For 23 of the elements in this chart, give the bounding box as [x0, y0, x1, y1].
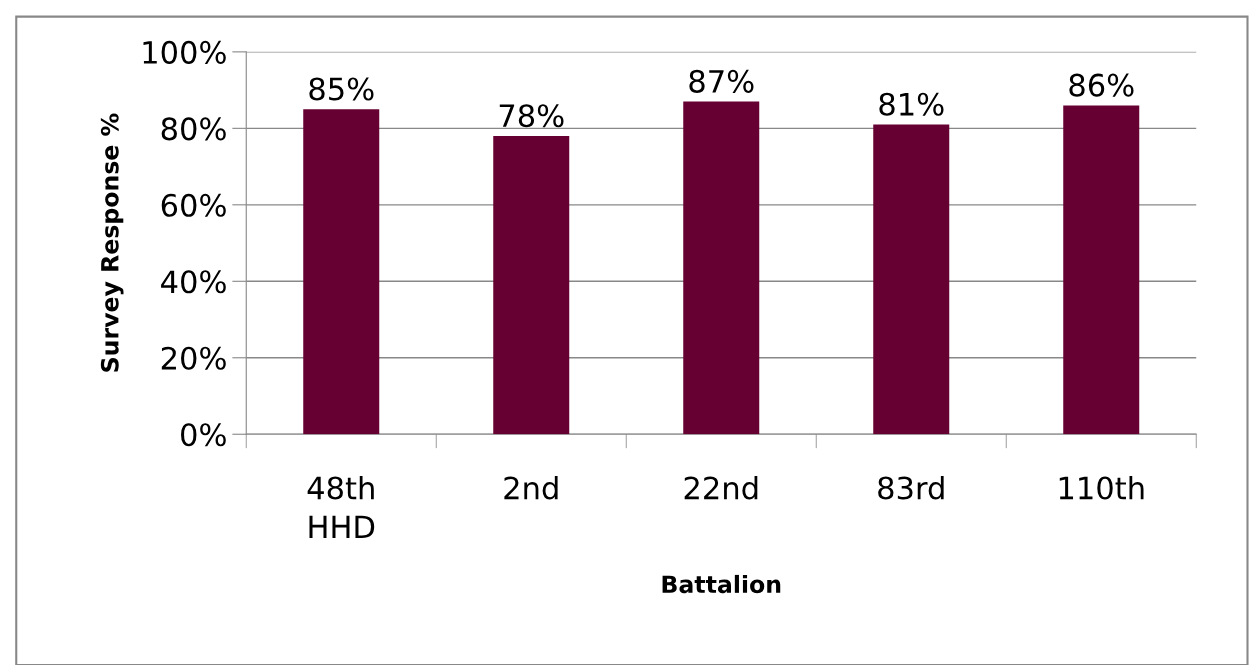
bar [1063, 105, 1140, 435]
y-axis-title: Survey Response % [100, 113, 124, 372]
x-axis-title: Battalion [662, 574, 781, 594]
bar [683, 101, 760, 435]
data-label: 87% [689, 69, 754, 93]
y-tick-label: 80% [161, 117, 226, 141]
bar [873, 124, 950, 435]
data-label: 86% [1069, 73, 1134, 97]
x-tick-label: 48th HHD [307, 475, 375, 538]
x-tick-label: 22nd [684, 475, 758, 500]
data-label: 85% [309, 77, 374, 101]
y-tick-label: 60% [161, 193, 226, 217]
bar [303, 109, 380, 435]
data-label: 78% [499, 104, 564, 128]
x-tick-label: 110th [1059, 475, 1144, 500]
data-label: 81% [879, 92, 944, 116]
y-tick-label: 0% [181, 423, 226, 447]
x-tick-label: 2nd [504, 475, 558, 500]
y-tick-label: 20% [161, 346, 226, 370]
y-tick-label: 100% [143, 40, 226, 64]
bar [493, 135, 570, 435]
x-tick-label: 83rd [878, 475, 944, 500]
y-tick-label: 40% [161, 270, 226, 294]
